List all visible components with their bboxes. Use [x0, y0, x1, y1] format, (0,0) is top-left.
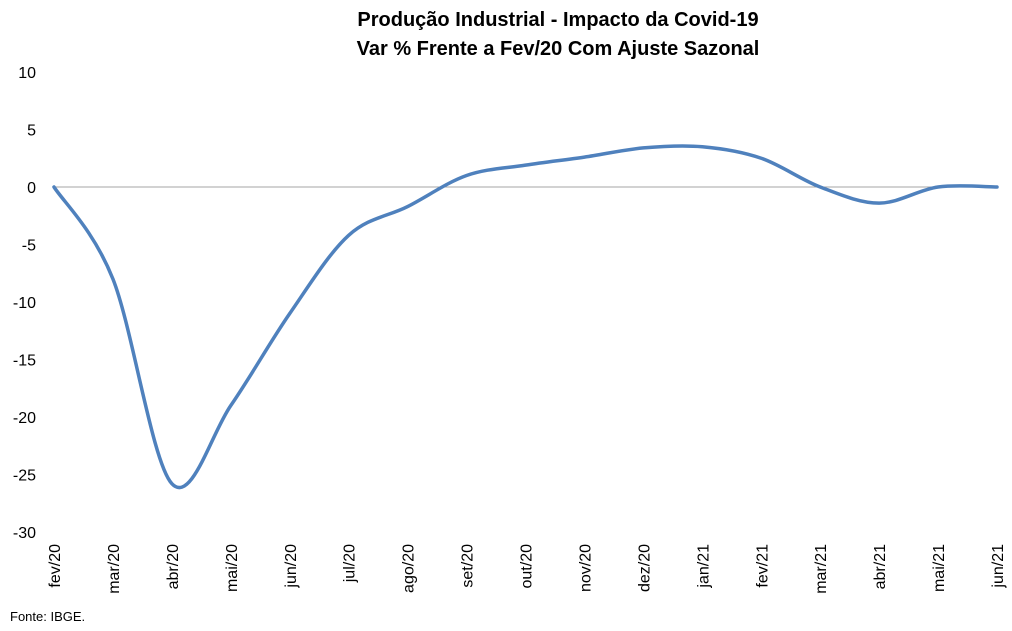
x-tick-label: jun/20	[283, 544, 300, 589]
x-tick-label: ago/20	[401, 544, 418, 593]
x-tick-label: mai/20	[224, 544, 241, 592]
x-tick-label: abr/21	[872, 544, 889, 589]
y-tick-label: -5	[22, 238, 36, 255]
y-tick-label: -30	[13, 525, 36, 542]
chart-title: Produção Industrial - Impacto da Covid-1…	[357, 9, 758, 31]
x-tick-label: jun/21	[990, 544, 1007, 589]
y-tick-label: 5	[27, 123, 36, 140]
y-tick-label: -25	[13, 468, 36, 485]
y-axis-ticks: 10 5 0 -5 -10 -15 -20 -25 -30	[13, 65, 36, 542]
x-tick-label: mai/21	[931, 544, 948, 592]
y-tick-label: -15	[13, 353, 36, 370]
y-tick-label: -10	[13, 295, 36, 312]
x-tick-label: abr/20	[165, 544, 182, 589]
x-tick-label: jan/21	[695, 544, 712, 589]
source-note: Fonte: IBGE.	[10, 609, 86, 624]
x-tick-label: fev/21	[754, 544, 771, 588]
y-tick-label: 10	[18, 65, 36, 82]
y-tick-label: -20	[13, 410, 36, 427]
x-tick-label: mar/21	[813, 544, 830, 594]
x-tick-label: set/20	[460, 544, 477, 588]
chart-subtitle: Var % Frente a Fev/20 Com Ajuste Sazonal	[357, 38, 760, 60]
x-tick-label: out/20	[519, 544, 536, 589]
x-tick-label: mar/20	[106, 544, 123, 594]
series-line	[52, 144, 999, 489]
x-tick-label: dez/20	[636, 544, 653, 592]
x-tick-label: jul/20	[342, 544, 359, 583]
x-tick-label: fev/20	[47, 544, 64, 588]
y-tick-label: 0	[27, 180, 36, 197]
x-tick-label: nov/20	[577, 544, 594, 592]
x-axis-ticks: fev/20 mar/20 abr/20 mai/20 jun/20 jul/20 ago/…	[47, 544, 1007, 594]
